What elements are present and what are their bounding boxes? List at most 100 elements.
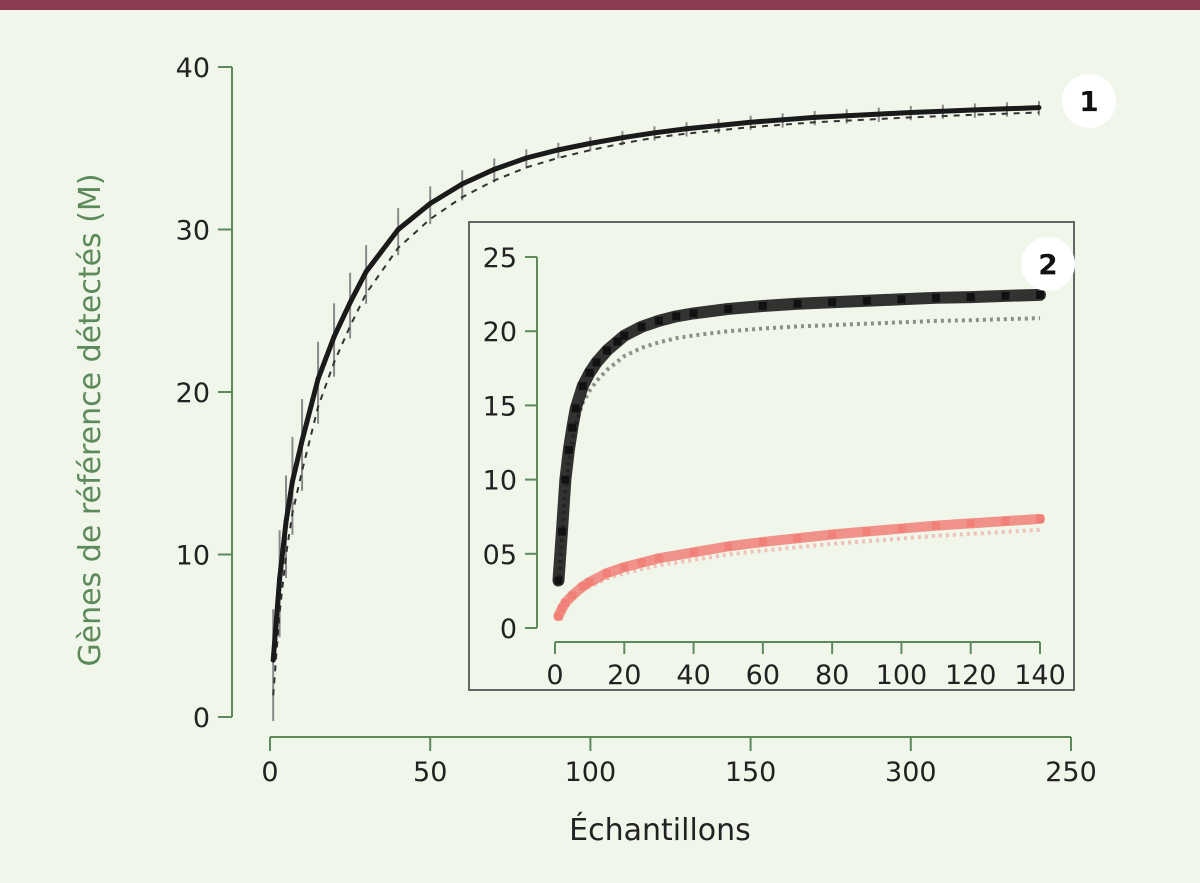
main-data-point: [523, 155, 529, 161]
main-data-point: [1036, 105, 1042, 111]
main-data-point: [270, 657, 276, 663]
main-data-point: [908, 110, 914, 115]
inset-series-black-point: [613, 337, 622, 346]
inset-series-salmon-point: [862, 527, 871, 536]
inset-y-tick-label: 25: [483, 243, 517, 274]
inset-series-salmon-point: [554, 612, 563, 621]
inset-series-salmon-point: [585, 577, 594, 586]
inset-series-salmon-point: [793, 534, 802, 543]
main-data-point: [972, 107, 978, 113]
inset-series-black-point: [561, 475, 570, 484]
main-data-point: [395, 227, 401, 232]
main-badge-circle: [1062, 74, 1116, 128]
inset-y-tick-label: 0: [500, 614, 517, 645]
main-data-point: [812, 114, 818, 120]
inset-y-tick-label: 15: [483, 391, 517, 422]
inset-x-tick-label: 120: [945, 660, 997, 691]
main-data-point: [363, 269, 369, 275]
inset-badge-label: 2: [1038, 248, 1057, 281]
inset-series-salmon-point: [620, 563, 629, 572]
inset-series-black-point: [602, 346, 611, 355]
main-x-axis-title: Échantillons: [569, 812, 751, 848]
inset-series-black-point: [1036, 290, 1044, 299]
inset-series-salmon-point: [897, 524, 906, 533]
inset-series-black-point: [689, 309, 698, 318]
inset-series-black-point: [828, 298, 837, 307]
inset-chart: 0 05 10 15 20 25 0 20 40 60 80 100 120 140 2: [468, 221, 1075, 691]
main-y-tick-label: 40: [176, 53, 210, 84]
main-data-point: [491, 166, 497, 172]
inset-series-salmon-point: [654, 554, 663, 563]
main-data-point: [876, 111, 882, 117]
main-data-point: [277, 576, 283, 582]
main-data-point: [651, 130, 657, 136]
main-data-point: [555, 147, 561, 153]
main-series-line: [270, 105, 1040, 661]
inset-series-salmon-point: [689, 548, 698, 557]
inset-series-salmon-point: [758, 537, 767, 546]
inset-series-black-point: [620, 331, 629, 340]
inset-series-salmon-point: [724, 542, 733, 551]
main-data-point: [427, 201, 433, 206]
inset-series-salmon-point: [1036, 514, 1044, 523]
main-data-point: [940, 108, 946, 114]
inset-series-black-point: [637, 322, 646, 331]
main-data-point: [684, 126, 690, 132]
inset-x-tick-label: 60: [746, 660, 780, 691]
inset-series-black-point: [592, 358, 601, 367]
main-y-tick-label: 10: [176, 541, 210, 572]
main-x-tick-label: 300: [885, 757, 937, 788]
main-data-point: [289, 478, 295, 484]
inset-series-black-point: [578, 382, 587, 391]
inset-y-tick-label: 05: [483, 540, 517, 571]
main-data-point: [283, 519, 289, 525]
inset-series-black-point: [564, 445, 573, 454]
inset-series-black-point: [654, 316, 663, 325]
inset-series-salmon-point: [602, 569, 611, 578]
inset-x-tick-label: 140: [1014, 660, 1066, 691]
inset-series-black-point: [862, 296, 871, 305]
top-accent-bar: [0, 0, 1200, 10]
inset-series-salmon-point: [561, 598, 570, 607]
inset-series-black-point: [897, 295, 906, 304]
main-y-axis-title: Gènes de référence détectés (M): [73, 173, 108, 666]
main-data-point: [331, 334, 337, 340]
main-data-point: [587, 140, 593, 146]
inset-x-tick-label: 40: [676, 660, 710, 691]
inset-series-salmon-point: [1001, 517, 1010, 526]
inset-series-black-point: [571, 404, 580, 413]
main-x-tick-label: 150: [725, 757, 777, 788]
inset-series-salmon-point: [932, 521, 941, 530]
main-badge-label: 1: [1079, 85, 1098, 118]
inset-y-tick-label: 10: [483, 466, 517, 497]
inset-series-black-point: [1001, 291, 1010, 300]
main-data-point: [748, 119, 754, 125]
inset-series-black-point: [724, 304, 733, 313]
inset-series-black-point: [966, 293, 975, 302]
main-y-tick-label: 30: [176, 216, 210, 247]
inset-x-tick-label: 0: [546, 660, 563, 691]
main-y-tick-label: 20: [176, 378, 210, 409]
inset-series-black-point: [793, 299, 802, 308]
inset-x-tick-label: 20: [607, 660, 641, 691]
inset-series-black-point: [557, 527, 566, 536]
main-data-point: [1004, 106, 1010, 112]
main-x-tick-label: 50: [413, 757, 447, 788]
inset-x-tick-label: 100: [876, 660, 928, 691]
inset-series-salmon-point: [828, 530, 837, 539]
main-x-tick-label: 250: [1045, 757, 1097, 788]
inset-series-salmon-point: [578, 582, 587, 591]
main-data-point: [315, 376, 321, 382]
main-y-tick-label: 0: [193, 703, 210, 734]
main-x-tick-label: 0: [261, 757, 278, 788]
inset-series-black-point: [932, 293, 941, 302]
inset-x-tick-label: 80: [815, 660, 849, 691]
inset-y-tick-label: 20: [483, 317, 517, 348]
main-data-point: [459, 181, 465, 187]
inset-series-black-point: [585, 368, 594, 377]
main-data-point: [347, 300, 353, 306]
inset-series-black-point: [672, 312, 681, 321]
